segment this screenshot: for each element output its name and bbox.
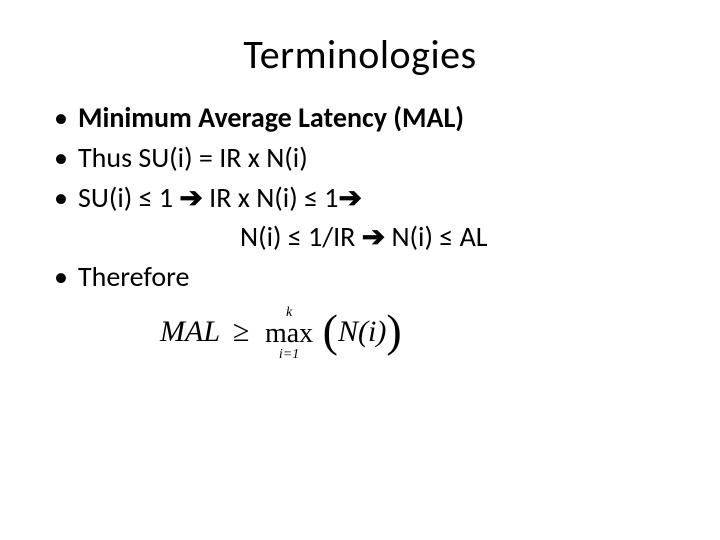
bullet-list: Minimum Average Latency (MAL) Thus SU(i)…	[50, 99, 680, 216]
bullet-1-text: Minimum Average Latency (MAL)	[78, 100, 464, 135]
slide: Terminologies Minimum Average Latency (M…	[0, 0, 720, 540]
bullet-item-2: Thus SU(i) = IR x N(i)	[50, 139, 680, 177]
bullet-2-text: Thus SU(i) = IR x N(i)	[78, 140, 308, 175]
bullet-4-text: Therefore	[78, 259, 189, 294]
bullet-item-3: SU(i) ≤ 1 ➔ IR x N(i) ≤ 1➔	[50, 179, 680, 217]
left-paren: (	[323, 308, 338, 354]
bullet-item-4: Therefore	[50, 258, 680, 296]
formula: MAL ≥ k max i=1 (N(i))	[160, 306, 680, 362]
geq-symbol: ≥	[233, 315, 249, 348]
bullet-list-2: Therefore	[50, 258, 680, 296]
formula-mal: MAL	[160, 315, 219, 348]
right-paren: )	[386, 308, 401, 354]
arrow-icon: ➔	[339, 182, 362, 213]
formula-inner: N(i)	[338, 315, 386, 348]
max-lower-limit: i=1	[279, 348, 299, 362]
arrow-icon: ➔	[362, 221, 385, 252]
arrow-icon: ➔	[179, 182, 202, 213]
bullet-3-text-b: IR x N(i) ≤ 1	[203, 180, 339, 215]
slide-title: Terminologies	[40, 30, 680, 79]
indent-text-b: N(i) ≤ AL	[385, 219, 487, 254]
bullet-3-text-a: SU(i) ≤ 1	[78, 180, 179, 215]
max-text: max	[265, 320, 313, 348]
bullet-item-1: Minimum Average Latency (MAL)	[50, 99, 680, 137]
max-operator: k max i=1	[265, 306, 313, 362]
indent-text-a: N(i) ≤ 1/IR	[240, 219, 362, 254]
indented-line: N(i) ≤ 1/IR ➔ N(i) ≤ AL	[240, 218, 680, 256]
